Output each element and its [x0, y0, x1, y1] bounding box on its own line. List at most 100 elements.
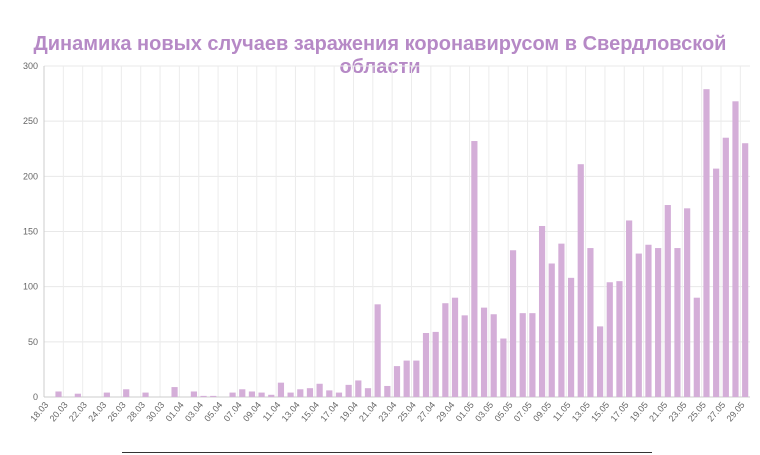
x-tick-label: 13.05	[570, 400, 592, 424]
bar	[616, 281, 623, 397]
bar	[297, 389, 304, 397]
x-tick-label: 07.05	[512, 400, 534, 424]
x-tick-label: 29.05	[725, 400, 747, 424]
bar	[374, 304, 381, 397]
x-tick-label: 21.05	[647, 400, 669, 424]
bar	[693, 297, 700, 397]
y-tick-label: 100	[23, 282, 38, 292]
bar	[239, 389, 246, 397]
bar	[123, 389, 130, 397]
bar	[287, 392, 294, 397]
x-tick-label: 22.03	[67, 400, 89, 424]
x-tick-label: 27.04	[415, 400, 437, 424]
bar	[171, 387, 178, 397]
x-tick-label: 24.03	[86, 400, 108, 424]
bar	[684, 208, 691, 397]
x-tick-label: 11.04	[261, 400, 283, 423]
y-tick-label: 0	[33, 392, 38, 402]
bar	[413, 360, 420, 397]
y-tick-label: 50	[28, 337, 38, 347]
bar	[597, 326, 604, 397]
bar	[490, 314, 497, 397]
bar	[548, 263, 555, 397]
x-tick-label: 03.05	[473, 400, 495, 424]
bar	[345, 384, 352, 397]
bar	[674, 248, 681, 397]
bar	[200, 395, 207, 397]
divider	[122, 452, 652, 453]
bar	[55, 391, 62, 397]
x-tick-label: 15.05	[589, 400, 611, 424]
bar	[742, 143, 749, 397]
x-tick-label: 25.04	[396, 400, 418, 424]
bar	[606, 282, 613, 397]
bar	[635, 253, 642, 397]
chart-title: Динамика новых случаев заражения коронав…	[33, 33, 727, 78]
bar	[461, 315, 468, 397]
bar	[577, 164, 584, 397]
bar	[74, 393, 81, 397]
bar	[645, 244, 652, 397]
bar	[103, 392, 110, 397]
x-tick-label: 21.04	[357, 400, 379, 424]
x-tick-label: 11.05	[551, 400, 573, 423]
bar	[364, 388, 372, 397]
bar	[732, 101, 739, 397]
bar	[519, 313, 526, 397]
bar	[664, 205, 671, 397]
x-tick-label: 19.05	[628, 400, 650, 424]
bar	[268, 394, 275, 397]
y-tick-label: 200	[23, 171, 38, 181]
bar	[384, 385, 391, 397]
x-tick-label: 23.04	[376, 400, 398, 424]
bar	[567, 277, 575, 397]
bar	[480, 307, 488, 397]
bar	[248, 391, 256, 397]
y-tick-label: 300	[23, 61, 38, 71]
bar	[432, 331, 439, 397]
x-tick-label: 28.03	[125, 400, 147, 424]
bar	[529, 313, 536, 397]
x-tick-label: 26.03	[106, 400, 128, 424]
bar	[442, 303, 449, 397]
bar	[335, 392, 343, 397]
y-tick-label: 250	[23, 116, 38, 126]
x-tick-label: 09.04	[241, 400, 263, 424]
bar	[451, 297, 459, 397]
bar	[142, 392, 149, 397]
bar	[558, 243, 565, 397]
bar	[587, 248, 594, 397]
bar	[403, 360, 410, 397]
x-tick-label: 25.05	[686, 400, 708, 424]
x-tick-label: 29.04	[434, 400, 456, 424]
bar	[655, 248, 662, 397]
x-tick-label: 09.05	[531, 400, 553, 424]
x-tick-label: 30.03	[144, 400, 166, 424]
bar	[229, 392, 236, 397]
x-tick-label: 15.04	[299, 400, 321, 424]
x-tick-label: 27.05	[705, 400, 727, 424]
x-tick-label: 20.03	[48, 400, 70, 424]
bar	[713, 168, 720, 397]
x-tick-label: 19.04	[338, 400, 360, 424]
bar	[500, 338, 507, 397]
x-tick-label: 23.05	[667, 400, 689, 424]
bar	[306, 388, 314, 397]
x-tick-label: 13.04	[280, 400, 302, 424]
bar	[471, 141, 478, 397]
x-tick-label: 17.04	[318, 400, 340, 424]
bar	[703, 89, 710, 398]
bar	[190, 391, 197, 397]
x-tick-label: 03.04	[183, 400, 205, 424]
bar	[509, 250, 517, 397]
bar	[393, 366, 401, 397]
bar	[258, 392, 265, 397]
bar	[355, 380, 362, 397]
x-tick-label: 05.05	[492, 400, 514, 424]
bar	[316, 383, 323, 397]
x-tick-label: 05.04	[202, 400, 224, 424]
x-tick-label: 17.05	[608, 400, 630, 424]
bar	[326, 390, 333, 397]
bar	[277, 382, 285, 397]
